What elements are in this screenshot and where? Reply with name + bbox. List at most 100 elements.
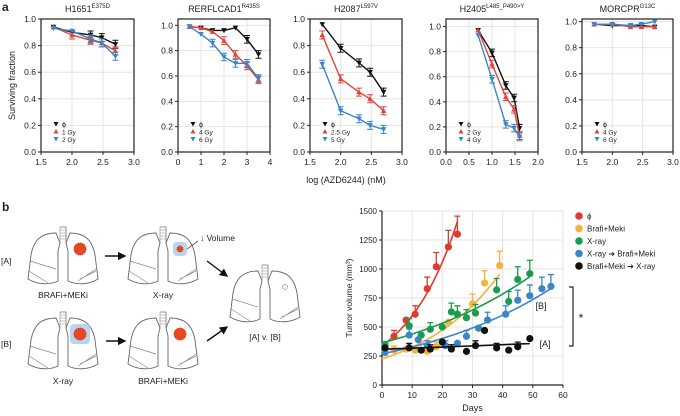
data-point (322, 129, 328, 134)
lung-icon (27, 226, 99, 285)
data-point (417, 346, 425, 354)
data-point (471, 341, 480, 350)
y-axis-label: Surviving fraction (7, 51, 17, 120)
right-lobe (65, 232, 99, 285)
y-tick-label: 1500 (359, 207, 377, 216)
data-point (69, 32, 75, 38)
x-tick-label: 1.0 (486, 157, 498, 167)
data-point (319, 32, 326, 38)
trachea (160, 311, 167, 328)
data-point (489, 50, 495, 56)
y-tick-label: 0.2 (293, 120, 305, 130)
lung-fissures (28, 345, 97, 369)
legend-label: ϕ (587, 212, 592, 221)
data-point (627, 23, 634, 29)
tumor (73, 327, 87, 341)
y-tick-label: 0.0 (565, 147, 577, 157)
data-point (367, 123, 373, 129)
data-point (493, 286, 501, 294)
data-point (480, 279, 489, 287)
data-point (526, 292, 534, 300)
label-B2: BRAFi+MEKi (138, 376, 188, 386)
data-point (594, 137, 600, 142)
x-tick-label: 2.5 (97, 157, 109, 167)
fit-curve (381, 276, 531, 344)
data-point (503, 122, 509, 128)
data-point (411, 310, 419, 318)
x-tick-label: 50 (528, 390, 538, 400)
lung-fissures (128, 345, 197, 369)
chart-title: H2405L485_P490>Y (460, 4, 525, 14)
y-tick-label: 1.0 (161, 20, 173, 30)
data-point (652, 19, 658, 25)
y-tick-label: 0.6 (565, 69, 577, 79)
x-tick-label: 2.5 (365, 157, 377, 167)
significance-bracket (569, 286, 574, 347)
legend-label: Brafi+Meki ➔ X-ray (587, 262, 655, 271)
lung-fissures (28, 260, 97, 284)
y-tick-label: 0.8 (24, 41, 36, 51)
legend-label: ϕ (603, 122, 607, 129)
label-B1: X-ray (53, 376, 74, 386)
x-tick-label: 4 (268, 157, 273, 167)
y-tick-label: 500 (364, 323, 378, 332)
x-tick-label: 2.5 (637, 157, 649, 167)
arrow (206, 326, 229, 342)
tumor (73, 242, 87, 256)
data-point (438, 338, 446, 346)
title-superscript: R435S (242, 4, 260, 10)
data-point (475, 27, 481, 33)
chart-0: 0.0 0.2 0.4 0.6 0.8 1.0 1.5 2.0 2.5 3.0 H1651E375D… (7, 4, 140, 167)
data-point (319, 22, 326, 28)
legend-label: 4 Gy (199, 130, 213, 137)
residual-tumor (282, 284, 288, 290)
y-tick-label: 1250 (359, 236, 377, 245)
annotation-B: [B] (535, 301, 546, 311)
data-point (475, 33, 481, 39)
y-tick-label: 0.8 (293, 41, 305, 51)
data-point (516, 134, 523, 140)
x-tick-label: 3 (245, 157, 250, 167)
trachea-rings (261, 265, 268, 281)
fit-curve (53, 27, 116, 57)
x-tick-label: 0 (380, 390, 385, 400)
series-0: ϕ (591, 21, 658, 129)
trachea-rings (59, 227, 66, 243)
series-2: 6 Gy (186, 24, 262, 144)
legend-label: ϕ (467, 122, 471, 129)
significance-star: * (579, 311, 584, 325)
data-point (453, 230, 462, 238)
series-2: 5 Gy (319, 59, 387, 144)
data-point (503, 83, 509, 89)
data-point (390, 332, 398, 340)
trachea (160, 226, 167, 243)
data-point (444, 243, 452, 251)
label-A2: X-ray (153, 290, 174, 300)
x-tick-label: 3.0 (667, 157, 679, 167)
y-tick-label: 1.0 (24, 14, 36, 24)
lung-icon (27, 311, 99, 370)
data-point (514, 343, 522, 351)
data-point (594, 129, 600, 134)
series-0: ϕ (319, 22, 387, 129)
data-point (505, 346, 513, 354)
data-point (405, 344, 413, 352)
x-tick-label: 2.0 (335, 157, 347, 167)
data-point (432, 263, 440, 271)
y-tick-label: 0.6 (24, 67, 36, 77)
data-point (447, 345, 455, 353)
trachea-rings (59, 312, 66, 328)
x-tick-label: 1 (199, 157, 204, 167)
data-point (462, 347, 471, 355)
x-tick-label: 1.5 (304, 157, 316, 167)
label-A1: BRAFi+MEKi (38, 290, 88, 300)
data-point (337, 46, 344, 52)
data-point (98, 35, 105, 41)
x-tick-label: 0.0 (440, 157, 452, 167)
series-0: ϕ (50, 24, 119, 129)
fit-curve (477, 35, 521, 138)
data-point (503, 93, 509, 100)
x-tick-label: 0.5 (463, 157, 475, 167)
data-point (244, 37, 250, 43)
